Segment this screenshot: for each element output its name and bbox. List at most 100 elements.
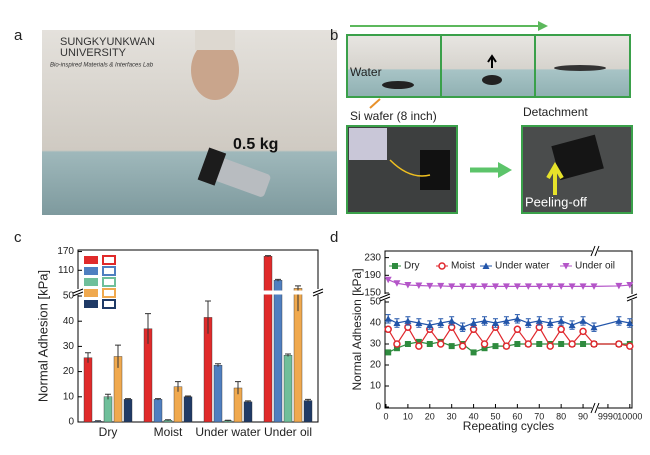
marker <box>557 283 565 290</box>
marker <box>524 283 532 290</box>
logo: SUNGKYUNKWAN <box>60 36 155 48</box>
water-label: Water <box>350 65 382 79</box>
error-bar <box>265 255 271 257</box>
plot-frame <box>77 249 319 423</box>
bar <box>243 401 253 423</box>
marker <box>568 283 576 290</box>
panel-label: d <box>330 229 338 246</box>
marker <box>535 283 543 290</box>
break-gap <box>314 289 322 295</box>
panel-label: a <box>14 27 23 44</box>
marker <box>448 343 455 350</box>
marker <box>492 343 499 350</box>
x-tick-label: Under oil <box>264 425 312 439</box>
marker <box>384 325 392 334</box>
series-line <box>387 318 630 328</box>
legend-swatch <box>84 267 98 275</box>
x-axis-title: Repeating cycles <box>463 419 554 433</box>
marker <box>415 319 423 326</box>
y-tick-label: 50 <box>370 297 382 308</box>
marker <box>404 282 412 289</box>
error-bar <box>225 419 231 422</box>
y-tick-label: 10 <box>370 381 382 392</box>
marker <box>404 317 412 324</box>
marker <box>579 317 587 324</box>
marker <box>426 341 433 347</box>
x-tick-label: 50 <box>490 411 500 421</box>
error-bar <box>305 398 311 402</box>
legend-icon <box>102 266 116 276</box>
marker <box>626 282 634 289</box>
legend-label: Dry <box>404 261 420 272</box>
marker <box>580 341 587 347</box>
bar <box>153 399 163 423</box>
legend-icon <box>102 277 116 287</box>
marker <box>393 345 400 352</box>
marker <box>470 349 477 356</box>
x-tick-label: 30 <box>447 411 457 421</box>
bar <box>273 280 283 423</box>
error-bar <box>175 381 181 392</box>
panel-label: b <box>330 27 338 44</box>
legend-swatch <box>84 256 98 264</box>
y-tick-label: 40 <box>370 318 382 329</box>
y-axis-title: Normal Adhesion [kPa] <box>35 270 50 402</box>
wafer <box>554 65 606 71</box>
error-bar <box>105 393 111 400</box>
y-tick-label: 40 <box>63 316 75 327</box>
marker <box>436 340 445 348</box>
marker <box>415 342 423 350</box>
y-tick-label: 170 <box>57 246 74 257</box>
legend-icon <box>102 299 116 309</box>
marker <box>579 283 587 290</box>
marker <box>535 317 543 324</box>
y-tick-label: 0 <box>375 402 381 413</box>
y-tick-label: 20 <box>63 366 75 377</box>
device <box>551 134 604 181</box>
break-gap <box>592 247 598 255</box>
x-tick-label: Moist <box>154 425 183 439</box>
marker <box>558 341 565 347</box>
bar <box>283 355 293 423</box>
marker <box>557 325 565 334</box>
marker <box>568 321 576 329</box>
y-tick-label: 10 <box>63 391 75 402</box>
series-line <box>387 326 630 348</box>
pointer <box>369 98 381 109</box>
bar <box>123 399 133 423</box>
bar <box>83 357 93 423</box>
marker <box>481 283 489 290</box>
weight <box>197 147 271 197</box>
marker <box>524 319 532 326</box>
marker <box>480 340 489 348</box>
y-tick-label: 30 <box>370 339 382 350</box>
legend-label: Under oil <box>575 261 615 272</box>
marker <box>590 340 598 348</box>
marker <box>502 317 510 324</box>
panel-label: c <box>14 229 22 246</box>
marker <box>448 283 456 290</box>
break-mark <box>590 402 600 414</box>
marker <box>437 319 445 326</box>
y-axis-title: Normal Adhesion [kPa] <box>350 268 364 390</box>
marker <box>426 282 434 290</box>
y-tick-label: 30 <box>63 341 75 352</box>
x-tick-label: 10 <box>403 411 413 421</box>
x-tick-label: 90 <box>578 411 588 421</box>
marker <box>384 276 392 284</box>
marker <box>404 341 411 347</box>
up-arrow <box>546 162 564 195</box>
marker <box>514 341 521 347</box>
legend-marker <box>482 262 490 269</box>
bar <box>173 386 183 423</box>
marker <box>626 319 634 326</box>
lab-name: Bio-inspired Materials & Interfaces Lab <box>50 63 154 69</box>
marker <box>437 282 445 290</box>
legend-marker <box>392 263 398 269</box>
marker <box>502 342 511 350</box>
marker <box>459 323 467 331</box>
marker <box>579 327 587 336</box>
legend-marker <box>438 262 446 270</box>
x-tick-label: 10000 <box>617 411 642 421</box>
